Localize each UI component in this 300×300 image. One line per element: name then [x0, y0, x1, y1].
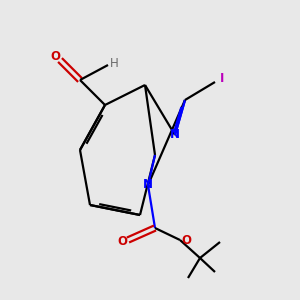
Text: O: O: [50, 50, 61, 64]
Text: O: O: [182, 233, 192, 247]
Text: O: O: [118, 235, 128, 248]
Text: N: N: [170, 128, 180, 142]
Text: H: H: [110, 57, 119, 70]
Text: I: I: [219, 72, 224, 85]
Text: N: N: [143, 178, 153, 191]
